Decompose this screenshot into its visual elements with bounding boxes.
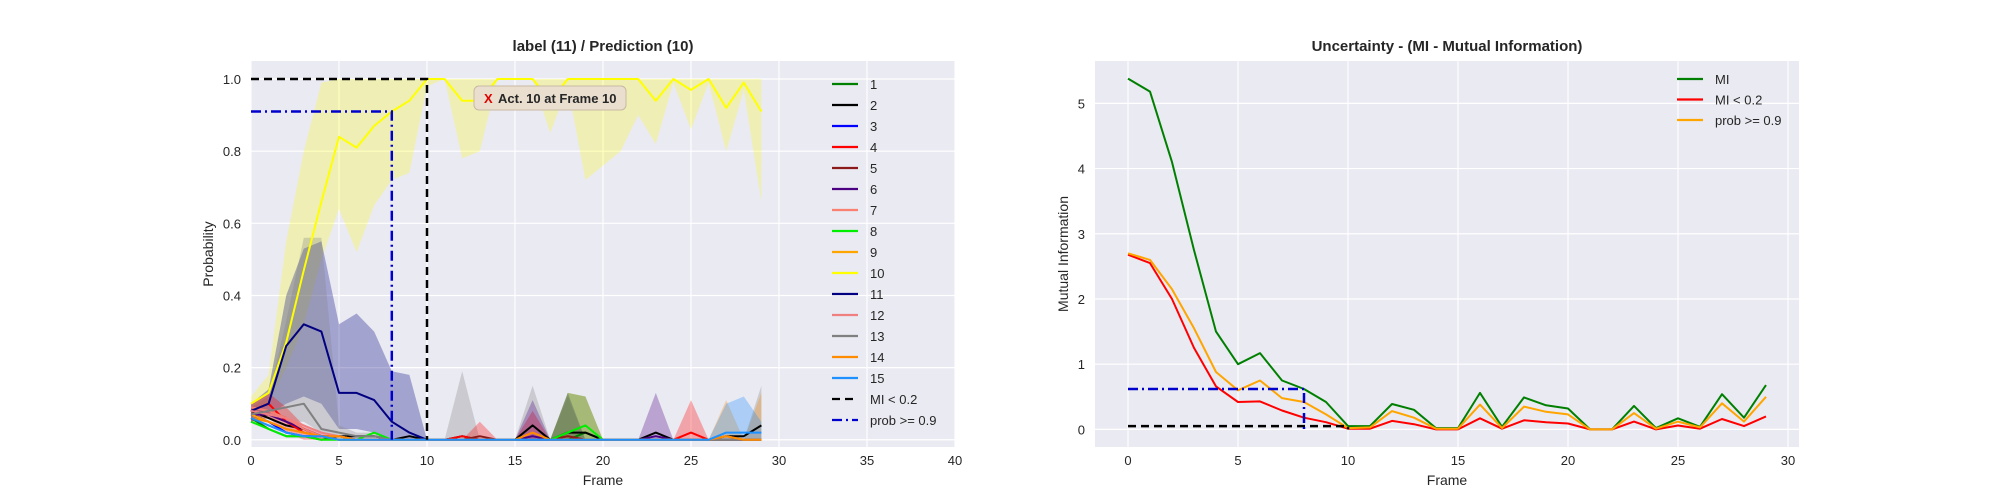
x-tick-label: 25 (1671, 453, 1685, 468)
x-tick-label: 5 (335, 453, 342, 468)
right-legend: MI MI < 0.2 prob >= 0.9 (1677, 72, 1782, 128)
uncertainty-band-13 (251, 237, 762, 440)
series-line-prob-0-9 (1127, 252, 1767, 431)
uncertainty-band-11 (251, 241, 762, 440)
x-tick-label: 10 (1341, 453, 1355, 468)
annotation: X Act. 10 at Frame 10 (473, 85, 627, 111)
legend-label: 7 (870, 203, 877, 218)
series-line-15 (250, 417, 762, 441)
legend-label: prob >= 0.9 (870, 413, 937, 428)
legend-label: MI (1715, 72, 1729, 87)
x-tick-label: 0 (247, 453, 254, 468)
legend-label: 3 (870, 119, 877, 134)
right-chart: 0 5 10 15 20 25 30 0 1 2 3 4 5 Uncertainty - (MI - M… (1055, 38, 1799, 488)
y-tick-label: 0.2 (223, 361, 241, 376)
left-chart-title: label (11) / Prediction (10) (513, 38, 694, 55)
x-tick-label: 10 (420, 453, 434, 468)
legend-label: 5 (870, 161, 877, 176)
legend-label: 14 (870, 350, 884, 365)
reference-line-dashdot (251, 110, 394, 440)
annotation-text: Act. 10 at Frame 10 (498, 91, 617, 106)
y-tick-label: 4 (1078, 162, 1085, 177)
x-tick-label: 0 (1124, 453, 1131, 468)
y-tick-label: 0.6 (223, 216, 241, 231)
legend-label: 15 (870, 371, 884, 386)
y-tick-label: 3 (1078, 227, 1085, 242)
x-tick-label: 5 (1234, 453, 1241, 468)
legend-label: 1 (870, 77, 877, 92)
right-tick-labels: 0 5 10 15 20 25 30 0 1 2 3 4 5 (1078, 96, 1795, 468)
left-series-lines (250, 77, 763, 441)
legend-label: MI < 0.2 (1715, 93, 1762, 108)
reference-line-dashed (1128, 424, 1350, 430)
right-y-axis-label: Mutual Information (1055, 196, 1071, 312)
right-x-axis-label: Frame (1427, 472, 1468, 488)
legend-label: 9 (870, 245, 877, 260)
x-tick-label: 35 (860, 453, 874, 468)
reference-line-dashed (251, 77, 429, 440)
legend-label: prob >= 0.9 (1715, 113, 1782, 128)
y-tick-label: 5 (1078, 96, 1085, 111)
annotation-mark: X (484, 91, 493, 106)
uncertainty-band-10 (251, 79, 762, 415)
legend-label: 11 (870, 287, 884, 302)
x-tick-label: 15 (1451, 453, 1465, 468)
legend-label: 12 (870, 308, 884, 323)
left-y-axis-label: Probability (200, 221, 216, 286)
x-tick-label: 40 (948, 453, 962, 468)
right-plot-area (1095, 61, 1799, 447)
series-line-10 (250, 78, 763, 405)
y-tick-label: 0.8 (223, 144, 241, 159)
left-x-axis-label: Frame (583, 472, 624, 488)
legend-label: 6 (870, 182, 877, 197)
legend-label: 2 (870, 98, 877, 113)
x-tick-label: 30 (772, 453, 786, 468)
legend-label: 13 (870, 329, 884, 344)
y-tick-label: 0.0 (223, 433, 241, 448)
y-tick-label: 0 (1078, 422, 1085, 437)
y-tick-label: 1 (1078, 357, 1085, 372)
left-tick-labels: 0 5 10 15 20 25 30 35 400.00.20.40.60.81.0 (223, 72, 962, 468)
right-series-lines (1127, 77, 1767, 431)
left-chart: 0 5 10 15 20 25 30 35 400.00.20.40.60.81.0 label… (200, 38, 962, 488)
reference-line-dashdot (1128, 387, 1306, 430)
annotation-box (473, 85, 627, 111)
y-tick-label: 1.0 (223, 72, 241, 87)
legend-label: 10 (870, 266, 884, 281)
right-chart-title: Uncertainty - (MI - Mutual Information) (1312, 38, 1583, 55)
x-tick-label: 30 (1781, 453, 1795, 468)
x-tick-label: 15 (508, 453, 522, 468)
x-tick-label: 20 (596, 453, 610, 468)
y-tick-label: 0.4 (223, 288, 241, 303)
legend-label: 4 (870, 140, 877, 155)
legend-label: 8 (870, 224, 877, 239)
uncertainty-band-6 (251, 392, 762, 440)
x-tick-label: 25 (684, 453, 698, 468)
legend-label: MI < 0.2 (870, 392, 917, 407)
y-tick-label: 2 (1078, 292, 1085, 307)
x-tick-label: 20 (1561, 453, 1575, 468)
